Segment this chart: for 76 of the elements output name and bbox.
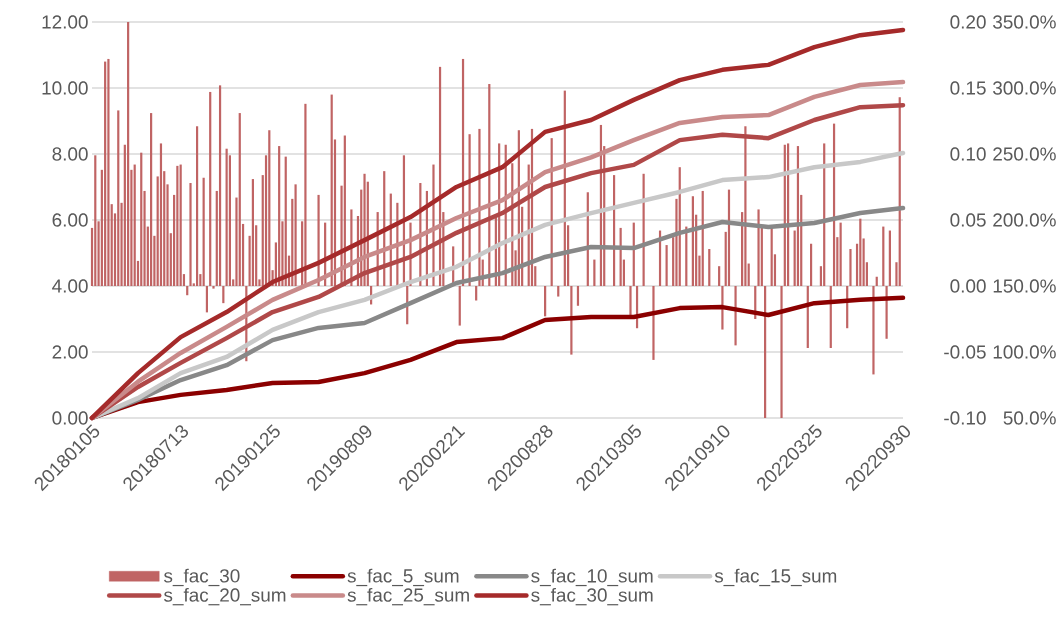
- y3-tick-label: 200.0%: [993, 213, 1056, 227]
- bar: [189, 183, 192, 286]
- y-tick-label: 2.00: [52, 345, 88, 359]
- bar: [875, 276, 878, 286]
- bar: [859, 218, 862, 286]
- legend-label: s_fac_5_sum: [347, 568, 459, 587]
- bar: [186, 285, 189, 296]
- y-tick-label: 12.00: [42, 15, 88, 29]
- bar: [179, 164, 182, 286]
- bar: [888, 230, 891, 286]
- bar: [475, 285, 478, 301]
- y-tick-label: 10.00: [42, 81, 88, 95]
- bar: [294, 184, 297, 286]
- y3-tick-label: 100.0%: [993, 345, 1056, 359]
- bar: [593, 259, 596, 286]
- y2-tick-label: 0.10: [950, 147, 986, 161]
- y-tick-label: 0.00: [52, 411, 88, 425]
- bar: [225, 148, 228, 286]
- legend-label: s_fac_25_sum: [347, 587, 469, 606]
- bar: [104, 61, 107, 286]
- bar: [652, 285, 655, 360]
- bar: [209, 91, 212, 286]
- y3-tick-label: 300.0%: [993, 81, 1056, 95]
- bar: [839, 222, 842, 286]
- bar: [127, 21, 130, 286]
- bar: [117, 110, 120, 286]
- bar: [150, 113, 153, 286]
- bar: [882, 226, 885, 286]
- bar: [665, 245, 668, 286]
- legend-label: s_fac_10_sum: [531, 568, 653, 587]
- bar: [205, 285, 209, 313]
- y2-tick-label: -0.05: [944, 345, 986, 359]
- bar: [862, 238, 865, 286]
- bar: [885, 285, 888, 339]
- bar: [757, 209, 760, 286]
- bar: [734, 285, 737, 346]
- y3-tick-label: 150.0%: [993, 279, 1056, 293]
- bar: [159, 143, 163, 286]
- bar: [94, 155, 97, 286]
- bar: [238, 113, 241, 286]
- bar: [780, 285, 783, 418]
- bar: [218, 85, 222, 286]
- y-tick-label: 8.00: [52, 147, 88, 161]
- y3-tick-label: 250.0%: [993, 147, 1056, 161]
- bar: [107, 58, 110, 286]
- legend-label: s_fac_30_sum: [531, 587, 653, 606]
- y2-tick-label: 0.20: [950, 15, 986, 29]
- y-tick-label: 6.00: [52, 213, 88, 227]
- bar: [212, 285, 215, 289]
- legend-label: s_fac_20_sum: [164, 587, 286, 606]
- y3-tick-label: 50.0%: [1003, 411, 1056, 425]
- bar: [202, 177, 205, 286]
- bar: [140, 152, 143, 286]
- bar: [176, 165, 179, 286]
- bar: [195, 126, 199, 286]
- bar: [557, 285, 560, 297]
- bar: [251, 179, 254, 286]
- bar: [544, 285, 547, 317]
- bar: [872, 285, 875, 375]
- bar: [809, 243, 813, 286]
- bar: [458, 285, 461, 326]
- bar: [718, 266, 721, 286]
- y2-tick-label: 0.05: [950, 213, 986, 227]
- bar: [629, 285, 632, 316]
- y2-tick-label: 0.15: [950, 81, 986, 95]
- y3-tick-label: 350.0%: [993, 15, 1056, 29]
- bar: [133, 164, 136, 286]
- bar: [708, 249, 711, 286]
- bar: [576, 285, 580, 306]
- legend-label: s_fac_30: [164, 568, 240, 587]
- bar: [849, 249, 852, 286]
- y2-tick-label: 0.00: [950, 279, 986, 293]
- y-tick-label: 4.00: [52, 279, 88, 293]
- y2-tick-label: -0.10: [944, 411, 986, 425]
- bar: [304, 103, 307, 286]
- legend-label: s_fac_15_sum: [714, 568, 837, 587]
